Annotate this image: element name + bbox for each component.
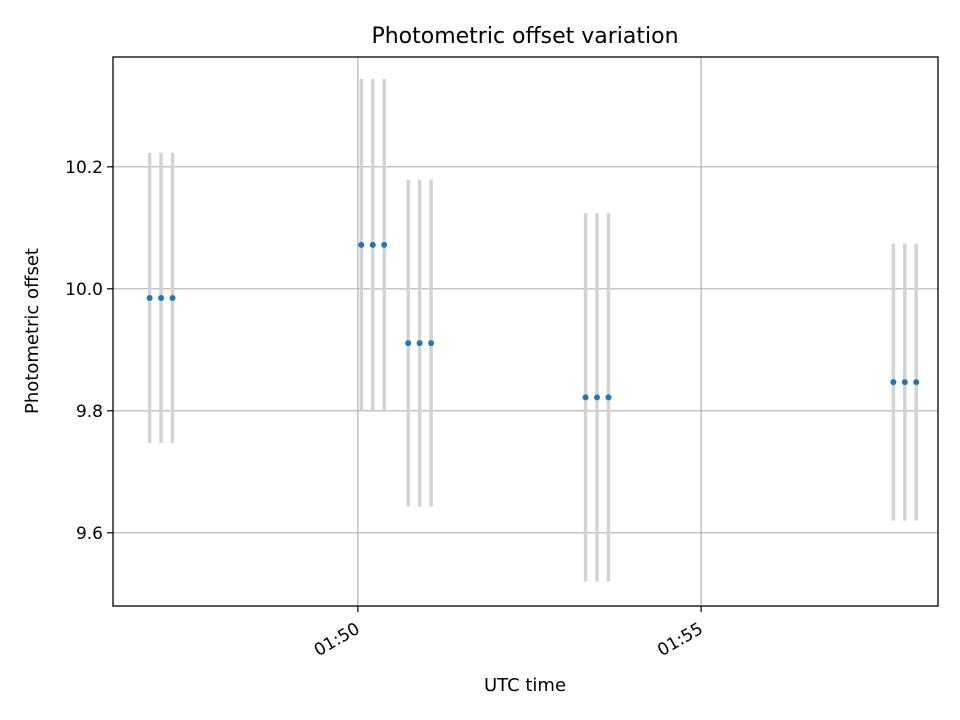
data-point xyxy=(358,241,365,248)
data-point xyxy=(428,340,435,347)
data-point xyxy=(901,379,908,386)
data-point xyxy=(169,294,176,301)
data-point xyxy=(369,241,376,248)
y-axis-label: Photometric offset xyxy=(22,248,43,414)
data-point xyxy=(416,340,423,347)
data-point xyxy=(405,340,412,347)
data-point xyxy=(913,379,920,386)
chart-title: Photometric offset variation xyxy=(371,24,678,49)
data-point xyxy=(582,394,589,401)
y-tick-label: 9.6 xyxy=(76,524,103,544)
y-tick-label: 9.8 xyxy=(76,402,103,422)
y-tick-label: 10.2 xyxy=(65,158,103,178)
data-point xyxy=(146,294,153,301)
x-axis-label: UTC time xyxy=(484,675,566,696)
data-points xyxy=(146,241,920,401)
grid xyxy=(113,57,938,606)
data-point xyxy=(158,294,165,301)
data-point xyxy=(594,394,601,401)
y-axis-ticks: 9.6 9.8 10.0 10.2 xyxy=(65,158,113,544)
y-tick-label: 10.0 xyxy=(65,280,103,300)
data-point xyxy=(381,241,388,248)
plot-frame xyxy=(112,56,939,607)
data-point xyxy=(890,379,897,386)
data-point xyxy=(605,394,612,401)
